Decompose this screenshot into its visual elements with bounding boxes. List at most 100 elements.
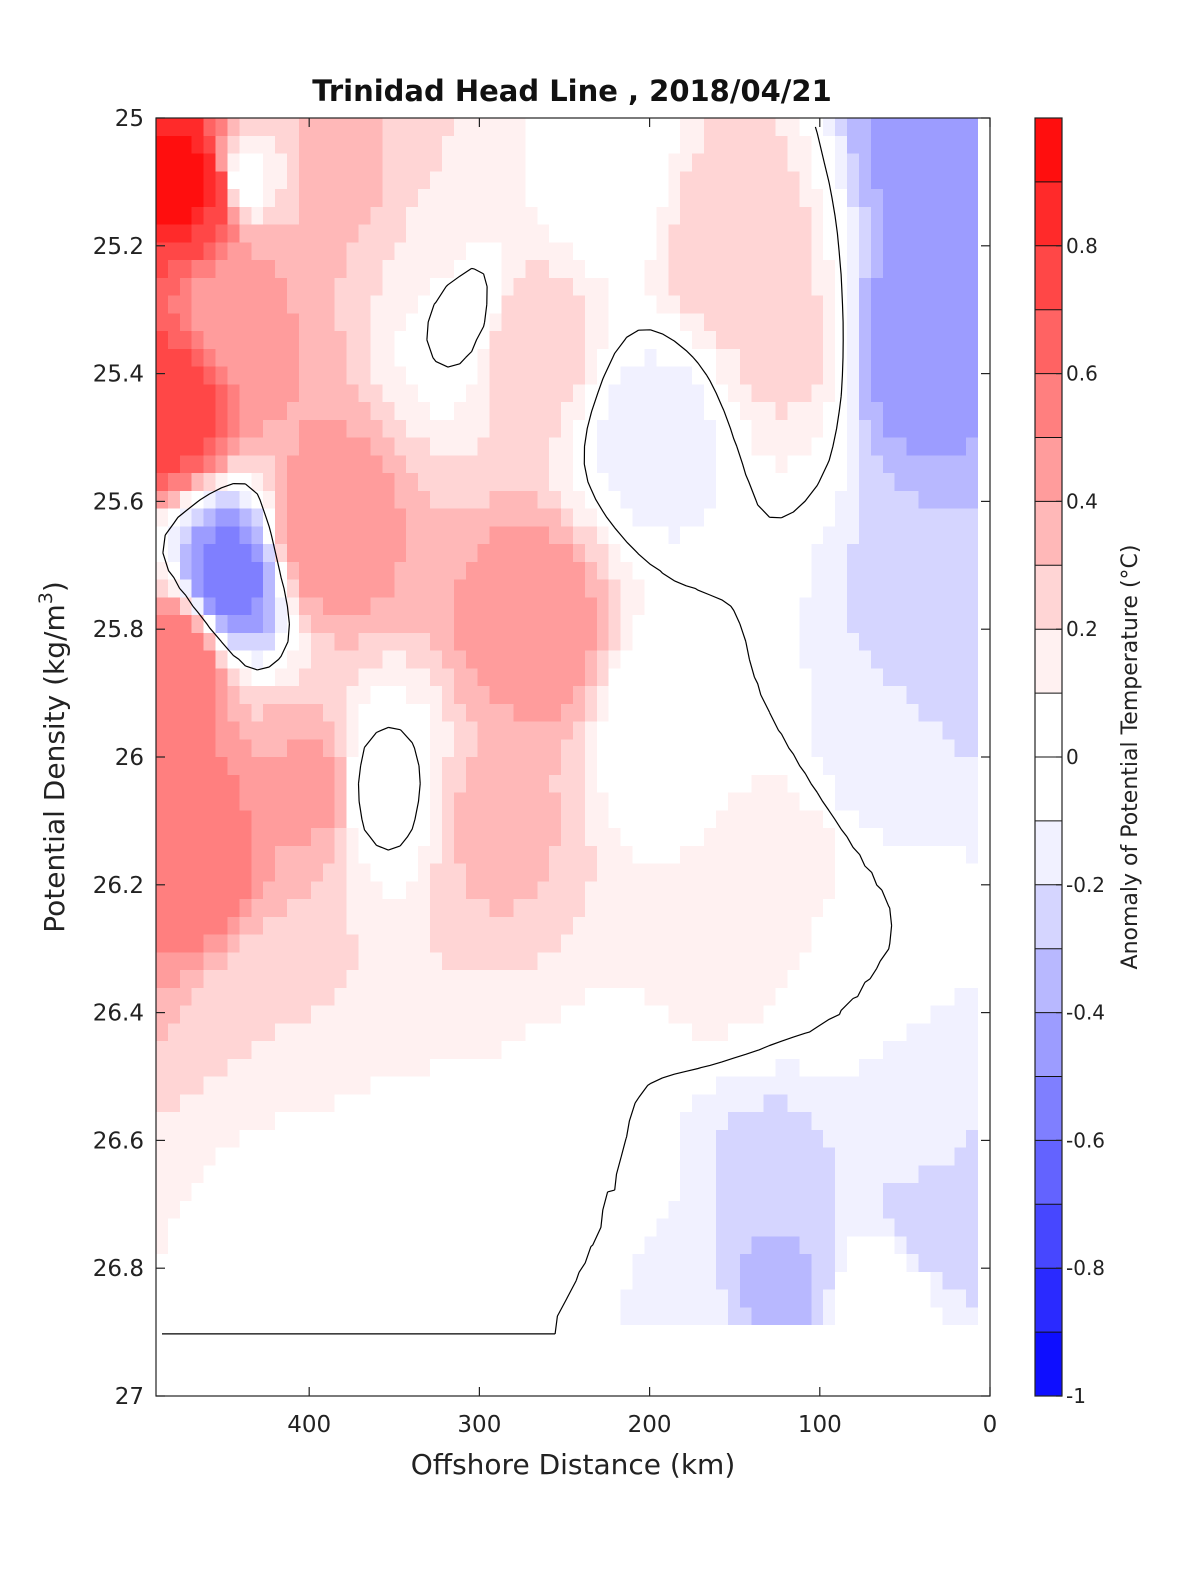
contour-cell — [489, 632, 503, 652]
contour-cell — [692, 384, 705, 403]
contour-cell — [430, 579, 443, 598]
contour-cell — [537, 1129, 550, 1149]
contour-cell — [811, 313, 824, 332]
contour-cell — [549, 402, 562, 421]
contour-cell — [453, 206, 467, 226]
contour-cell — [763, 792, 777, 811]
contour-cell — [906, 473, 920, 492]
contour-cell — [775, 1041, 789, 1060]
contour-cell — [334, 153, 348, 172]
contour-cell — [489, 242, 503, 261]
contour-cell — [430, 881, 443, 900]
contour-cell — [978, 1360, 991, 1379]
contour-cell — [715, 1200, 729, 1220]
contour-cell — [835, 1200, 848, 1220]
contour-cell — [847, 863, 860, 882]
contour-cell — [632, 1112, 646, 1131]
contour-cell — [811, 153, 824, 172]
contour-cell — [644, 899, 657, 918]
contour-cell — [441, 473, 455, 492]
contour-cell — [632, 916, 646, 936]
contour-cell — [358, 224, 372, 243]
contour-cell — [441, 1076, 455, 1095]
contour-cell — [441, 348, 455, 368]
contour-cell — [430, 632, 443, 652]
contour-cell — [322, 668, 336, 687]
contour-cell — [406, 1005, 419, 1024]
contour-cell — [156, 295, 169, 314]
contour-cell — [263, 863, 276, 882]
contour-cell — [477, 792, 491, 811]
contour-cell — [918, 1307, 932, 1326]
contour-cell — [453, 703, 467, 723]
contour-cell — [680, 490, 693, 510]
contour-cell — [894, 1129, 908, 1149]
contour-cell — [596, 863, 610, 882]
contour-cell — [775, 1076, 789, 1095]
contour-cell — [370, 242, 383, 261]
contour-cell — [966, 1058, 979, 1078]
contour-cell — [799, 348, 812, 368]
contour-cell — [823, 721, 836, 740]
contour-cell — [787, 118, 800, 137]
contour-cell — [799, 1183, 812, 1202]
contour-cell — [858, 1112, 872, 1131]
contour-cell — [322, 1147, 336, 1166]
contour-cell — [870, 544, 884, 563]
contour-cell — [930, 579, 943, 598]
contour-cell — [156, 916, 169, 936]
contour-cell — [191, 313, 205, 332]
contour-cell — [334, 686, 348, 705]
contour-cell — [847, 1307, 860, 1326]
contour-cell — [191, 1112, 205, 1131]
contour-cell — [835, 686, 848, 705]
contour-cell — [942, 1342, 955, 1362]
contour-cell — [656, 1023, 669, 1042]
contour-cell — [644, 242, 657, 261]
contour-cell — [751, 153, 765, 172]
contour-cell — [596, 632, 610, 652]
contour-cell — [191, 1342, 205, 1362]
contour-cell — [632, 1005, 646, 1024]
contour-cell — [870, 1058, 884, 1078]
contour-cell — [692, 987, 705, 1007]
contour-cell — [275, 615, 288, 634]
contour-cell — [966, 597, 979, 616]
contour-cell — [584, 934, 598, 953]
contour-cell — [394, 1360, 407, 1379]
contour-cell — [549, 739, 562, 758]
contour-cell — [799, 632, 812, 652]
contour-cell — [406, 739, 419, 758]
contour-cell — [358, 1218, 372, 1237]
contour-cell — [847, 561, 860, 581]
contour-cell — [239, 987, 252, 1007]
contour-cell — [680, 1218, 693, 1237]
contour-cell — [573, 384, 586, 403]
contour-cell — [537, 881, 550, 900]
contour-cell — [608, 118, 622, 137]
contour-cell — [632, 881, 646, 900]
contour-cell — [632, 189, 646, 208]
contour-cell — [239, 632, 252, 652]
contour-cell — [394, 650, 407, 669]
contour-cell — [596, 473, 610, 492]
contour-cell — [465, 1289, 479, 1308]
contour-cell — [179, 1023, 193, 1042]
contour-cell — [310, 881, 324, 900]
contour-cell — [847, 934, 860, 953]
contour-cell — [882, 952, 896, 971]
contour-cell — [799, 1129, 812, 1149]
contour-cell — [406, 615, 419, 634]
contour-cell — [978, 987, 991, 1007]
contour-cell — [942, 490, 955, 510]
contour-cell — [263, 1378, 276, 1397]
contour-cell — [215, 792, 229, 811]
contour-cell — [787, 668, 800, 687]
contour-cell — [656, 260, 669, 279]
contour-cell — [191, 597, 205, 616]
contour-cell — [882, 703, 896, 723]
contour-cell — [382, 118, 395, 137]
contour-cell — [215, 1271, 229, 1291]
contour-cell — [167, 615, 181, 634]
contour-cell — [322, 721, 336, 740]
